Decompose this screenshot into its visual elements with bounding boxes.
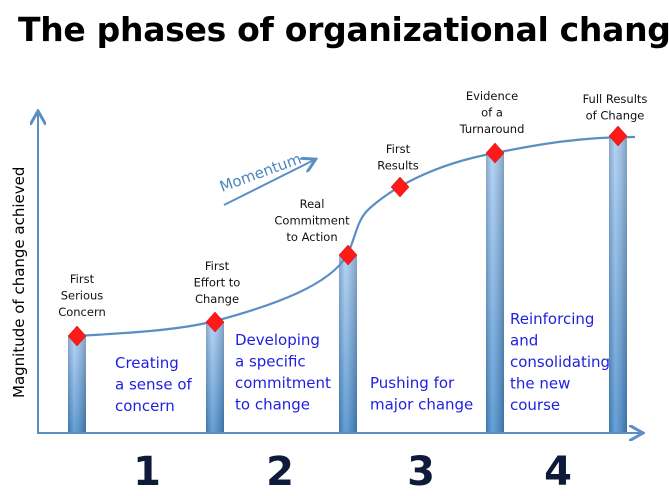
milestone-label: Evidence xyxy=(466,89,518,103)
diamond-marker-icon xyxy=(67,325,87,347)
milestone-bar-shade xyxy=(68,336,86,433)
phase-description: commitment xyxy=(235,374,331,392)
phase-description: concern xyxy=(115,397,175,415)
milestone-label: of Change xyxy=(586,109,645,123)
milestone-label: Full Results xyxy=(583,92,648,106)
change-curve xyxy=(76,135,636,338)
milestone-label: Results xyxy=(377,159,419,173)
phase-description: course xyxy=(510,396,560,414)
milestone-label: Concern xyxy=(58,305,106,319)
milestone-label: Turnaround xyxy=(459,122,525,136)
momentum-arrow xyxy=(223,160,314,206)
milestone-label: of a xyxy=(481,106,503,120)
milestone-bar-shade xyxy=(609,136,627,433)
milestone-label: Serious xyxy=(61,289,104,303)
phase-description: a sense of xyxy=(115,376,192,394)
milestone-label: First xyxy=(70,272,95,286)
phase-description: the new xyxy=(510,375,570,393)
page-title: The phases of organizational change xyxy=(18,10,669,49)
phase-number: 4 xyxy=(544,449,572,495)
milestone-bar-shade xyxy=(339,255,357,433)
phase-description: consolidating xyxy=(510,353,610,371)
milestone-label: First xyxy=(386,142,411,156)
milestone-label: Real xyxy=(300,197,325,211)
diamond-marker-icon xyxy=(338,244,358,266)
milestone-label: First xyxy=(205,259,230,273)
milestone-label: Commitment xyxy=(274,214,350,228)
phase-description: and xyxy=(510,332,538,350)
diamond-marker-icon xyxy=(205,311,225,333)
diamond-marker-icon xyxy=(390,176,410,198)
milestone-bar-shade xyxy=(206,322,224,433)
milestone-label: Effort to xyxy=(194,276,241,290)
phase-description: a specific xyxy=(235,353,306,371)
phase-number: 1 xyxy=(133,449,161,495)
phase-description: Creating xyxy=(115,354,179,372)
milestone-label: Change xyxy=(195,292,239,306)
phase-description: to change xyxy=(235,396,310,414)
phase-description: Developing xyxy=(235,331,320,349)
diamond-marker-icon xyxy=(608,125,628,147)
phase-number: 3 xyxy=(407,449,435,495)
phase-number: 2 xyxy=(266,449,294,495)
milestone-bar-shade xyxy=(486,153,504,433)
milestone-label: to Action xyxy=(286,230,337,244)
y-axis-label: Magnitude of change achieved xyxy=(10,167,28,398)
phase-description: Pushing for xyxy=(370,374,455,392)
phase-description: Reinforcing xyxy=(510,310,594,328)
diamond-marker-icon xyxy=(485,142,505,164)
phase-description: major change xyxy=(370,396,473,414)
